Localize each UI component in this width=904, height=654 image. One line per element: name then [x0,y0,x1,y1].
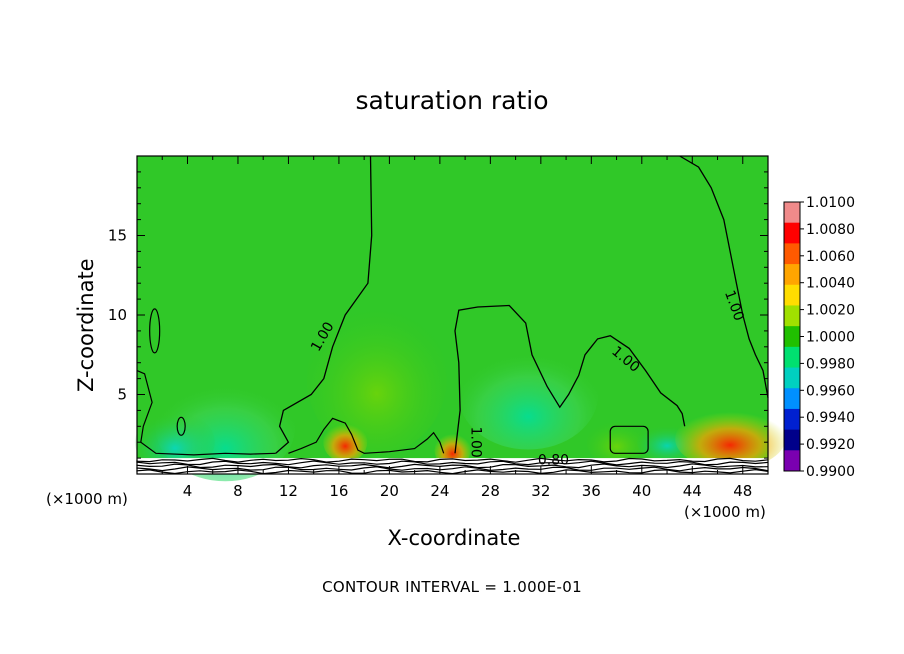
colorbar-label: 1.0040 [806,276,855,292]
colorbar-swatch [784,388,800,410]
x-tick-label: 40 [632,482,651,500]
colorbar-swatch [784,408,800,431]
contour-loop-left [149,308,161,354]
colorbar-label: 0.9920 [806,437,855,453]
x-tick-label: 28 [481,482,500,500]
moist-region-center [458,339,599,450]
x-tick-label: 12 [279,482,298,500]
contour-line-left-edge [136,370,276,456]
colorbar-label: 0.9980 [806,356,855,372]
surface-contour-line [136,468,769,475]
colorbar: 1.0100 1.0080 1.0060 1.0040 1.0020 1.0000 0.99… [783,195,855,480]
surface-contour-line [136,463,769,469]
chart-title: saturation ratio [355,86,549,115]
colorbar-label: 1.0060 [806,249,855,265]
y-tick-label: 15 [108,227,127,245]
contour-interval-note: CONTOUR INTERVAL = 1.000E-01 [322,578,582,596]
heatmap-field [134,156,786,482]
colorbar-label: 1.0020 [806,303,855,319]
contour-line-1.00-right [679,155,769,398]
colorbar-label: 0.9900 [806,464,855,480]
colorbar-swatch [784,202,800,224]
contour-lines [136,155,769,475]
x-axis-label: X-coordinate [0,526,904,550]
contour-line-1.00-center [454,304,686,454]
x-tick-label: 36 [582,482,601,500]
surface-layer [137,458,768,474]
colorbar-swatch [784,429,800,451]
y-tick-label: 5 [117,386,127,404]
surface-contour-line [136,466,769,472]
x-tick-label: 32 [531,482,550,500]
surface-contour-line [136,457,769,463]
supersaturated-patch-right [675,409,786,470]
contour-label: 0.80 [538,452,569,468]
x-tick-label: 20 [380,482,399,500]
colorbar-swatch [784,284,800,306]
x-tick-label: 44 [683,482,702,500]
colorbar-label: 1.0000 [806,330,855,346]
colorbar-label: 1.0100 [806,195,855,211]
contour-line-1.00 [275,155,373,454]
x-tick-label: 16 [329,482,348,500]
moist-region-left-core [134,412,215,473]
colorbar-swatch [784,243,800,265]
y-tick-label: 10 [108,306,127,324]
colorbar-swatch [784,305,800,327]
colorbar-swatch [784,346,800,369]
dry-region-center [306,303,447,454]
colorbar-swatch [784,450,800,472]
surface-contour-line [136,460,769,466]
colorbar-swatch [784,264,800,286]
x-tick-label: 4 [183,482,193,500]
colorbar-swatch [784,367,800,389]
y-axis-label: Z-coordinate [74,258,98,392]
contour-line-bumps [288,417,445,454]
warm-patch-16 [323,422,368,463]
colorbar-label: 0.9940 [806,410,855,426]
colorbar-label: 0.9960 [806,383,855,399]
x-tick-label: 48 [733,482,752,500]
x-unit-label-left: (×1000 m) [46,490,128,508]
colorbar-label: 1.0080 [806,222,855,238]
contour-loop-small [176,416,186,436]
contour-loop-38 [609,425,649,454]
x-axis-label-text: X-coordinate [387,526,521,550]
x-tick-label: 8 [233,482,243,500]
x-tick-label: 24 [430,482,449,500]
x-unit-label-right: (×1000 m) [684,503,766,521]
colorbar-swatch [784,222,800,244]
colorbar-swatch [784,326,800,348]
contour-label: 1.00 [467,427,483,458]
